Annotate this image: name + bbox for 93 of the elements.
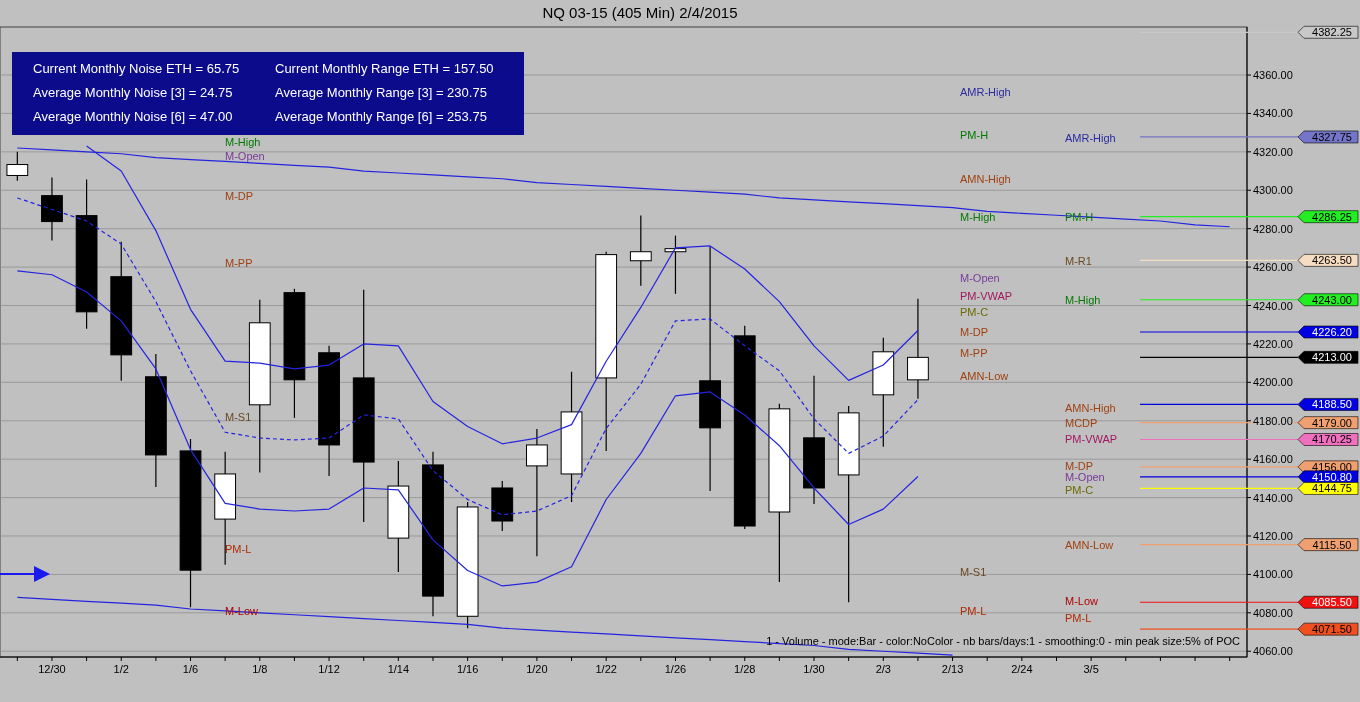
annotation: Current Monthly Range ETH = 157.50 xyxy=(275,61,494,76)
ref-line-label: 4150.80 xyxy=(1312,470,1352,483)
x-tick-label: 2/24 xyxy=(1011,663,1033,675)
annotation: M-R1 xyxy=(1065,255,1092,267)
x-tick-label: 12/30 xyxy=(38,663,66,675)
annotation: M-PP xyxy=(225,257,253,269)
line-series xyxy=(16,270,919,587)
annotation: AMN-Low xyxy=(960,370,1009,382)
candlestick xyxy=(526,428,548,557)
ref-line-label: 4213.00 xyxy=(1312,351,1352,364)
y-tick-label: 4120.00 xyxy=(1253,529,1293,542)
x-tick-label: 1/14 xyxy=(387,663,410,675)
y-tick-label: 4200.00 xyxy=(1253,376,1293,389)
annotation: M-DP xyxy=(960,326,989,338)
line-series xyxy=(16,596,954,656)
y-tick-label: 4220.00 xyxy=(1253,337,1293,350)
ref-line-label: 4382.25 xyxy=(1312,26,1352,39)
y-tick-label: 4240.00 xyxy=(1253,299,1293,312)
annotation: M-DP xyxy=(225,190,254,202)
annotation: Current Monthly Noise ETH = 65.75 xyxy=(33,61,240,76)
annotation: Average Monthly Range [3] = 230.75 xyxy=(275,85,487,100)
ref-line-label: 4144.75 xyxy=(1312,482,1352,495)
y-tick-label: 4280.00 xyxy=(1253,222,1293,235)
annotation: PM-L xyxy=(1065,612,1092,624)
annotation: M-PP xyxy=(960,347,988,359)
annotation: Average Monthly Range [6] = 253.75 xyxy=(275,109,487,124)
ref-line-label: 4188.50 xyxy=(1312,398,1352,411)
ref-line-label: 4226.20 xyxy=(1312,326,1352,339)
x-tick-label: 1/22 xyxy=(595,663,617,675)
y-tick-label: 4340.00 xyxy=(1253,107,1293,120)
x-tick-label: 1/26 xyxy=(664,663,687,675)
annotation: PM-H xyxy=(960,129,989,141)
y-tick-label: 4300.00 xyxy=(1253,184,1293,197)
x-tick-label: 1/8 xyxy=(252,663,268,675)
x-tick-label: 3/5 xyxy=(1083,663,1099,675)
ref-line-label: 4071.50 xyxy=(1312,623,1352,636)
annotation: PM-L xyxy=(960,605,987,617)
candlestick xyxy=(907,298,929,400)
candlestick xyxy=(629,215,652,287)
y-tick-label: 4320.00 xyxy=(1253,145,1293,158)
x-tick-label: 1/20 xyxy=(526,663,548,675)
ref-line-label: 4327.75 xyxy=(1312,130,1352,143)
annotation: M-DP xyxy=(1065,460,1094,472)
ref-line-label: 4243.00 xyxy=(1312,293,1352,306)
annotation: MCDP xyxy=(1065,417,1098,429)
y-tick-label: 4100.00 xyxy=(1253,568,1293,581)
annotation: AMR-High xyxy=(1065,132,1116,144)
candlestick xyxy=(6,151,29,182)
annotation: M-High xyxy=(1065,294,1101,306)
annotation: M-S1 xyxy=(225,411,252,423)
annotation: PM-C xyxy=(960,306,989,318)
y-tick-label: 4160.00 xyxy=(1253,453,1293,466)
chart-title: NQ 03-15 (405 Min) 2/4/2015 xyxy=(542,4,738,21)
annotation: Average Monthly Noise [3] = 24.75 xyxy=(33,85,233,100)
annotation: AMR-High xyxy=(960,86,1011,98)
annotation: PM-L xyxy=(225,543,252,555)
x-tick-label: 2/13 xyxy=(941,663,964,675)
x-tick-label: 1/6 xyxy=(182,663,199,675)
ref-line-label: 4179.00 xyxy=(1312,416,1352,429)
x-tick-label: 1/12 xyxy=(318,663,340,675)
x-tick-label: 1/16 xyxy=(456,663,479,675)
annotation: M-Open xyxy=(960,272,1000,284)
ref-line-label: 4115.50 xyxy=(1312,538,1352,551)
annotation: AMN-Low xyxy=(1065,539,1114,551)
x-tick-label: 1/2 xyxy=(113,663,129,675)
annotation: PM-VWAP xyxy=(1065,433,1118,445)
y-tick-label: 4140.00 xyxy=(1253,491,1293,504)
y-tick-label: 4260.00 xyxy=(1253,261,1293,274)
x-tick-label: 2/3 xyxy=(875,663,891,675)
annotation: M-Open xyxy=(1065,471,1105,483)
annotation: M-Open xyxy=(225,150,265,162)
ref-line-label: 4170.25 xyxy=(1312,433,1352,446)
annotation: Average Monthly Noise [6] = 47.00 xyxy=(33,109,233,124)
annotation: PM-C xyxy=(1065,484,1094,496)
annotation: M-S1 xyxy=(960,566,987,578)
x-tick-label: 1/28 xyxy=(734,663,756,675)
y-tick-label: 4080.00 xyxy=(1253,606,1293,619)
y-tick-label: 4360.00 xyxy=(1253,69,1293,82)
annotation: M-Low xyxy=(1065,595,1099,607)
annotation: 1 - Volume - mode:Bar - color:NoColor - nb bars/days:1 - smoothing:0 - min peak size:5% of POC xyxy=(766,635,1241,647)
ref-line-label: 4156.00 xyxy=(1312,460,1352,473)
annotation: M-High xyxy=(225,136,261,148)
annotation: AMN-High xyxy=(960,173,1011,185)
annotation: PM-VWAP xyxy=(960,290,1013,302)
ref-line-label: 4085.50 xyxy=(1312,596,1352,609)
y-tick-label: 4060.00 xyxy=(1253,645,1293,658)
x-tick-label: 1/30 xyxy=(803,663,825,675)
ref-line-label: 4286.25 xyxy=(1312,210,1352,223)
ref-line-label: 4263.50 xyxy=(1312,254,1352,267)
y-tick-label: 4180.00 xyxy=(1253,414,1293,427)
candlestick xyxy=(664,234,687,295)
annotation: AMN-High xyxy=(1065,402,1116,414)
annotation: M-High xyxy=(960,211,996,223)
